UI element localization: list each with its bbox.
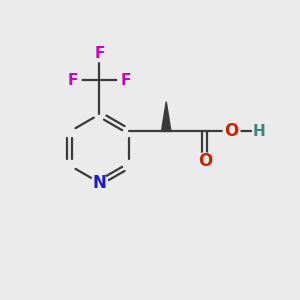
- Circle shape: [91, 45, 108, 62]
- Polygon shape: [161, 102, 171, 131]
- Text: F: F: [121, 73, 131, 88]
- Text: F: F: [94, 46, 105, 61]
- Circle shape: [118, 72, 134, 88]
- Text: F: F: [68, 73, 78, 88]
- Text: H: H: [252, 124, 265, 139]
- Circle shape: [223, 123, 240, 140]
- Circle shape: [196, 153, 213, 169]
- Circle shape: [91, 174, 108, 191]
- Text: N: N: [92, 174, 106, 192]
- Circle shape: [64, 72, 81, 88]
- Text: O: O: [198, 152, 212, 170]
- Text: O: O: [224, 122, 239, 140]
